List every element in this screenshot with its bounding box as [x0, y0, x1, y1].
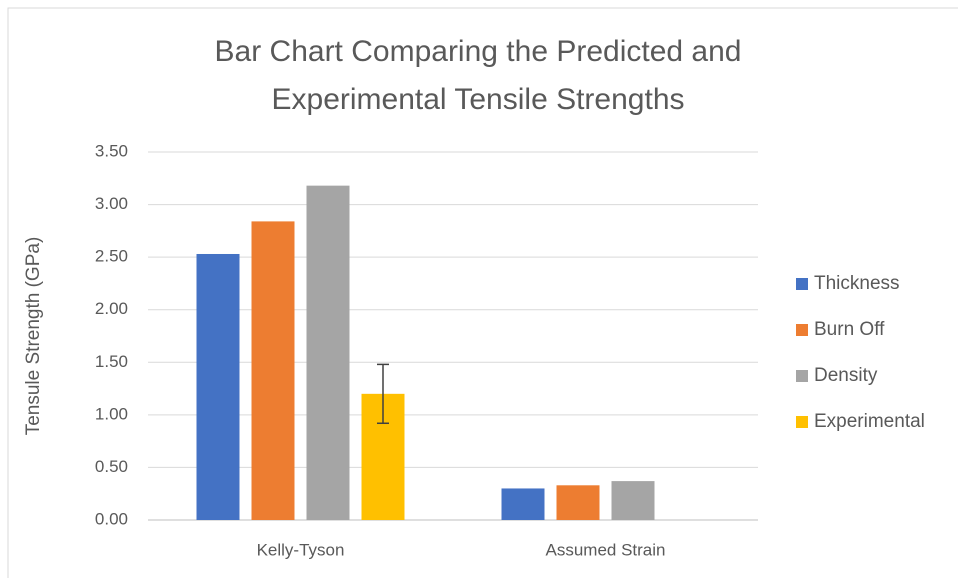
y-axis-label: Tensule Strength (GPa) — [23, 237, 44, 436]
legend-label: Density — [814, 365, 878, 386]
legend-swatch — [796, 370, 808, 382]
bar — [306, 185, 350, 520]
bar — [556, 485, 600, 520]
legend-label: Thickness — [814, 273, 900, 294]
y-tick-label: 1.00 — [95, 404, 128, 423]
legend-label: Burn Off — [814, 319, 885, 340]
y-tick-label: 0.50 — [95, 457, 128, 476]
legend-label: Experimental — [814, 411, 925, 432]
y-tick-label: 0.00 — [95, 509, 128, 528]
chart-title: Bar Chart Comparing the Predicted and Ex… — [214, 35, 742, 116]
x-tick-label: Assumed Strain — [546, 540, 666, 559]
legend-swatch — [796, 278, 808, 290]
y-tick-label: 1.50 — [95, 352, 128, 371]
legend-swatch — [796, 324, 808, 336]
x-tick-label: Kelly-Tyson — [257, 540, 345, 559]
bar — [611, 481, 655, 520]
bar — [251, 221, 295, 520]
y-tick-label: 2.50 — [95, 247, 128, 266]
legend-swatch — [796, 416, 808, 428]
y-tick-label: 3.50 — [95, 141, 128, 160]
bar — [501, 488, 545, 520]
chart-border — [7, 7, 958, 578]
bar — [196, 253, 240, 520]
y-tick-label: 3.00 — [95, 194, 128, 213]
error-bar — [377, 363, 389, 425]
y-tick-label: 2.00 — [95, 299, 128, 318]
